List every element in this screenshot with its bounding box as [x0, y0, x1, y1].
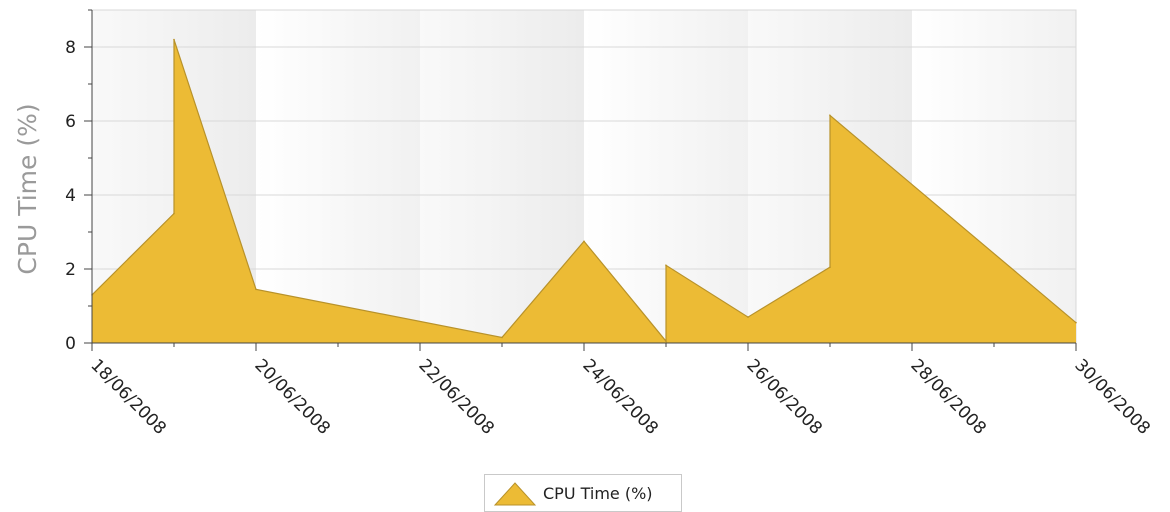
legend: CPU Time (%) — [484, 474, 682, 512]
data-point — [747, 316, 749, 318]
data-point — [501, 336, 503, 339]
x-tick-label: 24/06/2008 — [578, 355, 661, 438]
y-tick-label: 2 — [65, 260, 76, 280]
data-point — [255, 288, 257, 291]
x-tick-label: 30/06/2008 — [1070, 355, 1153, 438]
background-band — [256, 10, 420, 343]
x-tick-label: 28/06/2008 — [906, 355, 989, 438]
data-point — [1075, 321, 1077, 324]
legend-label: CPU Time (%) — [543, 483, 653, 503]
y-tick-label: 6 — [65, 112, 76, 132]
x-tick-label: 22/06/2008 — [414, 355, 497, 438]
data-point — [665, 340, 667, 342]
data-point — [829, 114, 831, 117]
series-line — [91, 39, 1077, 343]
data-point — [829, 266, 831, 268]
x-tick-label: 20/06/2008 — [250, 355, 333, 438]
x-tick-label: 18/06/2008 — [86, 355, 169, 438]
x-tick-label: 26/06/2008 — [742, 355, 825, 438]
y-axis-ticks: 0 2 4 6 8 — [65, 9, 92, 354]
data-point — [173, 38, 175, 41]
area-series-icon — [493, 482, 537, 506]
data-point — [173, 212, 175, 215]
y-tick-label: 8 — [65, 38, 76, 58]
y-tick-label: 0 — [65, 334, 76, 354]
y-tick-label: 4 — [65, 186, 76, 206]
data-point — [665, 264, 667, 267]
x-axis-ticks: 18/06/2008 20/06/2008 22/06/2008 24/06/2008… — [86, 343, 1154, 439]
series-layer — [91, 38, 1077, 343]
y-axis-title: CPU Time (%) — [13, 103, 42, 274]
data-point — [583, 240, 585, 243]
